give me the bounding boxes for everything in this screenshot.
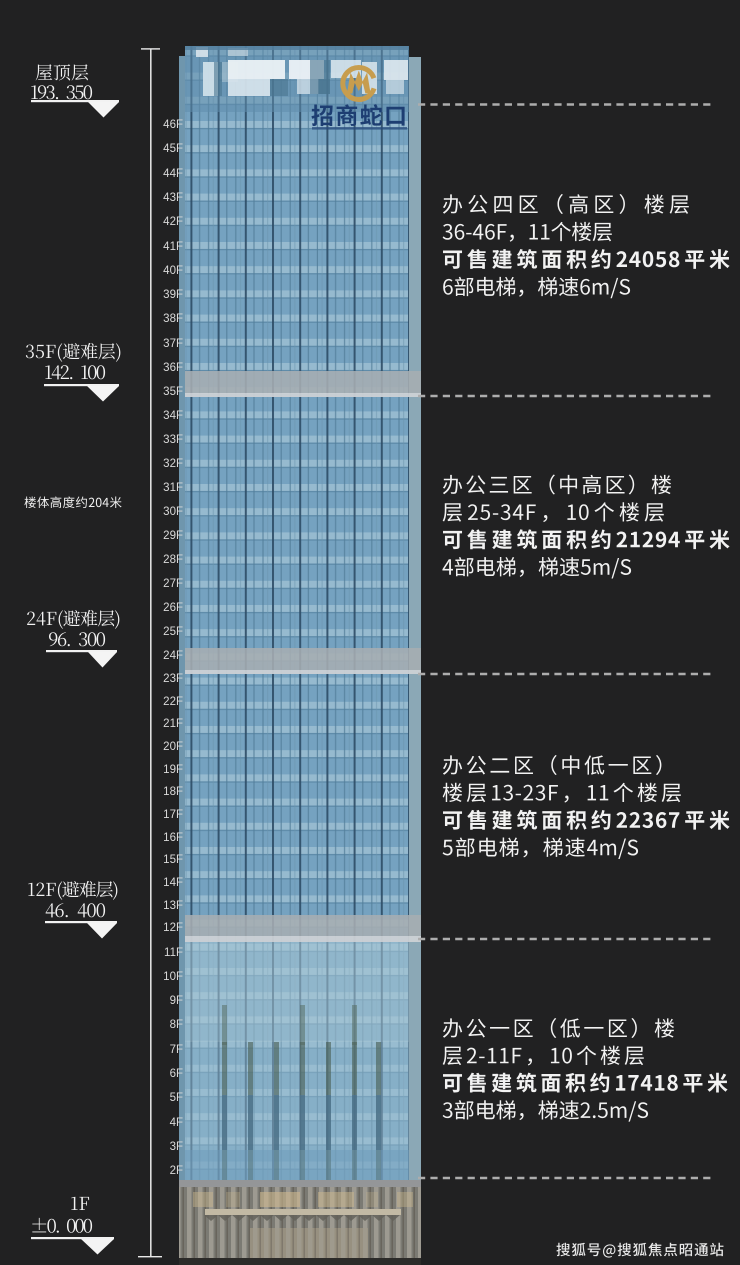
svg-text:3F: 3F — [170, 1141, 183, 1153]
svg-text:37F: 37F — [163, 338, 183, 350]
svg-text:30F: 30F — [163, 506, 183, 518]
svg-text:39F: 39F — [163, 289, 183, 301]
svg-text:6F: 6F — [170, 1068, 183, 1080]
svg-text:21F: 21F — [163, 718, 183, 730]
svg-text:40F: 40F — [163, 265, 183, 277]
svg-text:14F: 14F — [163, 877, 183, 889]
svg-text:38F: 38F — [163, 313, 183, 325]
svg-text:35F: 35F — [163, 386, 183, 398]
svg-text:12F: 12F — [163, 922, 183, 934]
svg-text:10F: 10F — [163, 971, 183, 983]
svg-text:2F: 2F — [170, 1165, 183, 1177]
svg-text:20F: 20F — [163, 741, 183, 753]
svg-text:4F: 4F — [170, 1117, 183, 1129]
svg-text:41F: 41F — [163, 241, 183, 253]
svg-text:29F: 29F — [163, 530, 183, 542]
svg-text:27F: 27F — [163, 578, 183, 590]
svg-text:19F: 19F — [163, 764, 183, 776]
svg-text:45F: 45F — [163, 143, 183, 155]
svg-text:8F: 8F — [170, 1019, 183, 1031]
svg-text:28F: 28F — [163, 554, 183, 566]
svg-text:16F: 16F — [163, 832, 183, 844]
svg-text:11F: 11F — [164, 947, 183, 959]
svg-text:15F: 15F — [163, 854, 183, 866]
svg-text:44F: 44F — [163, 168, 183, 180]
svg-text:26F: 26F — [163, 602, 183, 614]
svg-text:34F: 34F — [163, 410, 183, 422]
svg-text:7F: 7F — [170, 1044, 183, 1056]
svg-text:13F: 13F — [163, 900, 183, 912]
svg-text:33F: 33F — [163, 434, 183, 446]
svg-text:24F: 24F — [163, 650, 183, 662]
svg-text:9F: 9F — [170, 995, 183, 1007]
svg-text:43F: 43F — [163, 192, 183, 204]
svg-text:32F: 32F — [163, 458, 183, 470]
svg-text:18F: 18F — [163, 786, 183, 798]
svg-text:42F: 42F — [163, 216, 183, 228]
svg-text:5F: 5F — [170, 1092, 183, 1104]
svg-text:25F: 25F — [163, 626, 183, 638]
svg-text:23F: 23F — [163, 673, 183, 685]
svg-text:22F: 22F — [163, 696, 183, 708]
svg-text:46F: 46F — [163, 119, 183, 131]
svg-text:36F: 36F — [163, 362, 183, 374]
svg-text:31F: 31F — [163, 482, 183, 494]
svg-text:17F: 17F — [163, 809, 183, 821]
